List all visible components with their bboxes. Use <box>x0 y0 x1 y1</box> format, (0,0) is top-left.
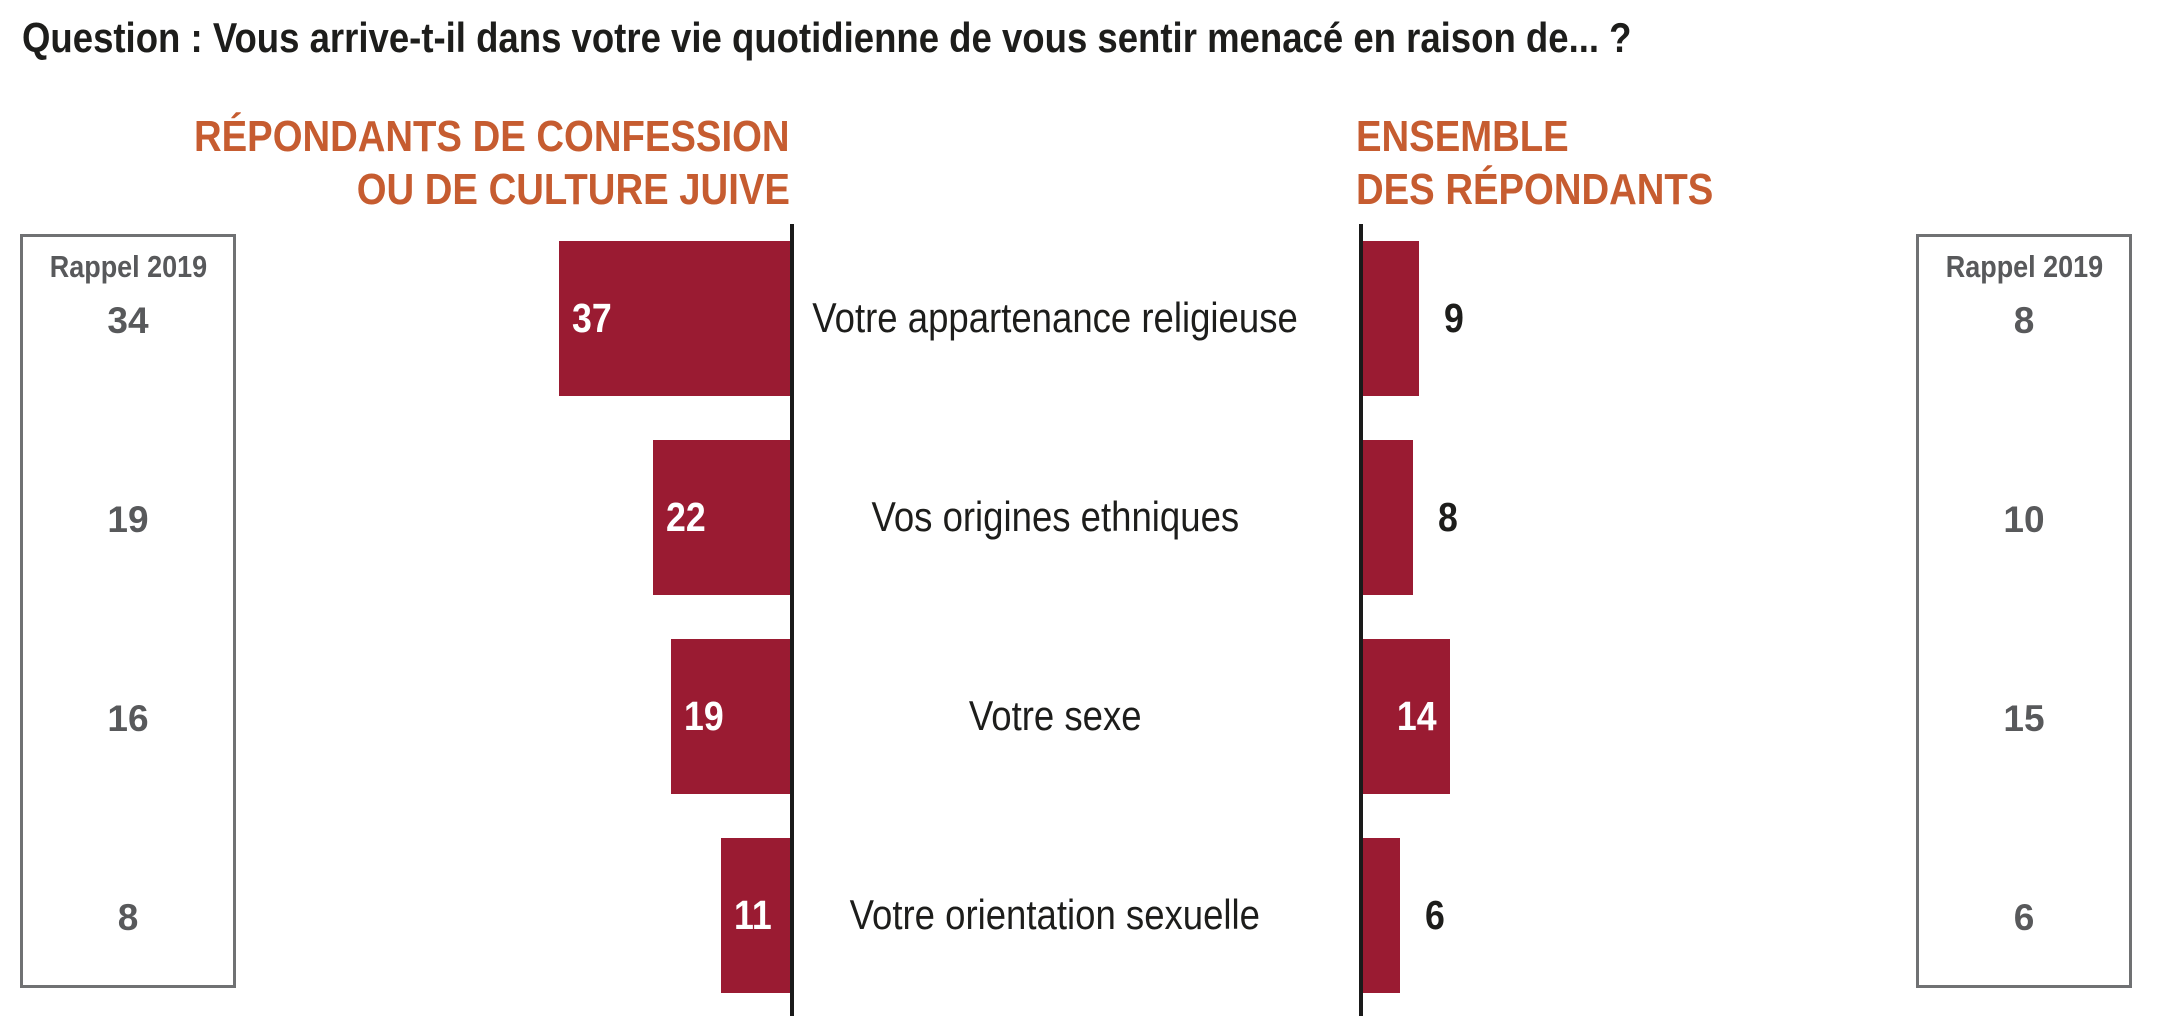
left-panel-baseline-axis <box>790 224 794 1016</box>
right-recall-2019-box: Rappel 2019 8 10 15 6 <box>1916 234 2132 988</box>
right-recall-value-row4: 6 <box>2013 897 2035 938</box>
left-recall-value-row1: 34 <box>107 300 149 341</box>
right-panel-baseline-axis <box>1359 224 1363 1016</box>
left-recall-value-row2: 19 <box>107 499 149 540</box>
right-recall-value-row1: 8 <box>2013 300 2035 341</box>
bar-right-appartenance-religieuse-row: 9 <box>1363 241 1467 396</box>
left-recall-2019-header: Rappel 2019 <box>49 249 207 284</box>
bar-right-votre-sexe: 14 <box>1363 639 1450 794</box>
question-title-text: Question : Vous arrive-t-il dans votre v… <box>22 14 1632 61</box>
category-label-origines-ethniques: Vos origines ethniques <box>871 493 1239 540</box>
bar-left-appartenance-religieuse: 37 <box>559 241 790 396</box>
bar-left-votre-sexe: 19 <box>671 639 790 794</box>
bar-value-label: 8 <box>1438 494 1458 540</box>
bar-value-label: 37 <box>572 295 612 341</box>
question-title: Question : Vous arrive-t-il dans votre v… <box>22 12 1872 64</box>
category-label-votre-sexe: Votre sexe <box>968 692 1142 739</box>
right-panel-heading: ENSEMBLE DES RÉPONDANTS <box>1356 110 1767 216</box>
bar-left-origines-ethniques: 22 <box>653 440 790 595</box>
bar-right-origines-ethniques <box>1363 440 1413 595</box>
bar-value-label: 11 <box>734 892 772 938</box>
right-recall-value-row2: 10 <box>2003 499 2045 540</box>
right-panel-heading-line2: DES RÉPONDANTS <box>1356 165 1714 214</box>
right-recall-2019-header: Rappel 2019 <box>1945 249 2103 284</box>
bar-right-orientation-sexuelle-row: 6 <box>1363 838 1448 993</box>
right-panel-heading-line1: ENSEMBLE <box>1356 112 1569 161</box>
category-label-appartenance-religieuse: Votre appartenance religieuse <box>812 294 1298 341</box>
right-recall-value-row3: 15 <box>2003 698 2045 739</box>
bar-right-orientation-sexuelle <box>1363 838 1400 993</box>
bar-left-orientation-sexuelle: 11 <box>721 838 790 993</box>
bar-right-origines-ethniques-row: 8 <box>1363 440 1461 595</box>
left-panel-heading: RÉPONDANTS DE CONFESSION OU DE CULTURE J… <box>105 110 790 216</box>
left-recall-2019-box: Rappel 2019 34 19 16 8 <box>20 234 236 988</box>
bar-value-label: 6 <box>1425 892 1445 938</box>
bar-value-label: 19 <box>684 693 724 739</box>
left-recall-value-row3: 16 <box>107 698 149 739</box>
left-panel-heading-line2: OU DE CULTURE JUIVE <box>356 165 790 214</box>
bar-value-label: 9 <box>1444 295 1464 341</box>
bar-value-label: 22 <box>666 494 706 540</box>
left-recall-value-row4: 8 <box>117 897 139 938</box>
left-panel-heading-line1: RÉPONDANTS DE CONFESSION <box>194 112 790 161</box>
category-label-orientation-sexuelle: Votre orientation sexuelle <box>849 891 1261 938</box>
bar-right-appartenance-religieuse <box>1363 241 1419 396</box>
bar-value-label: 14 <box>1397 693 1437 739</box>
